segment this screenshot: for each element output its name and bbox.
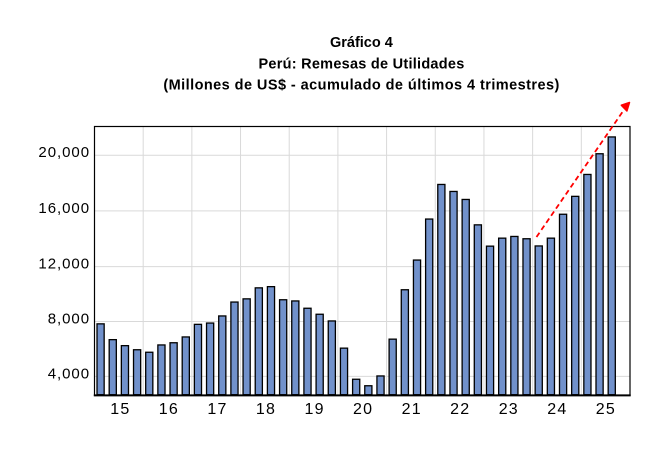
svg-text:20,000: 20,000 [38, 144, 90, 161]
svg-text:18: 18 [256, 401, 276, 418]
svg-text:25: 25 [596, 401, 616, 418]
svg-text:23: 23 [499, 401, 519, 418]
svg-text:Gráfico 4: Gráfico 4 [330, 35, 393, 51]
svg-text:17: 17 [207, 401, 227, 418]
svg-text:19: 19 [304, 401, 324, 418]
svg-text:15: 15 [110, 401, 130, 418]
svg-text:12,000: 12,000 [38, 256, 90, 273]
svg-text:(Millones de US$ - acumulado d: (Millones de US$ - acumulado de últimos … [163, 78, 559, 94]
svg-text:20: 20 [353, 401, 373, 418]
svg-text:24: 24 [547, 401, 567, 418]
svg-text:Perú: Remesas de Utilidades: Perú: Remesas de Utilidades [258, 56, 464, 72]
svg-text:16: 16 [159, 401, 179, 418]
svg-text:21: 21 [402, 401, 422, 418]
svg-text:4,000: 4,000 [48, 365, 90, 382]
svg-text:22: 22 [450, 401, 470, 418]
svg-text:16,000: 16,000 [38, 200, 90, 217]
svg-text:8,000: 8,000 [48, 310, 90, 327]
